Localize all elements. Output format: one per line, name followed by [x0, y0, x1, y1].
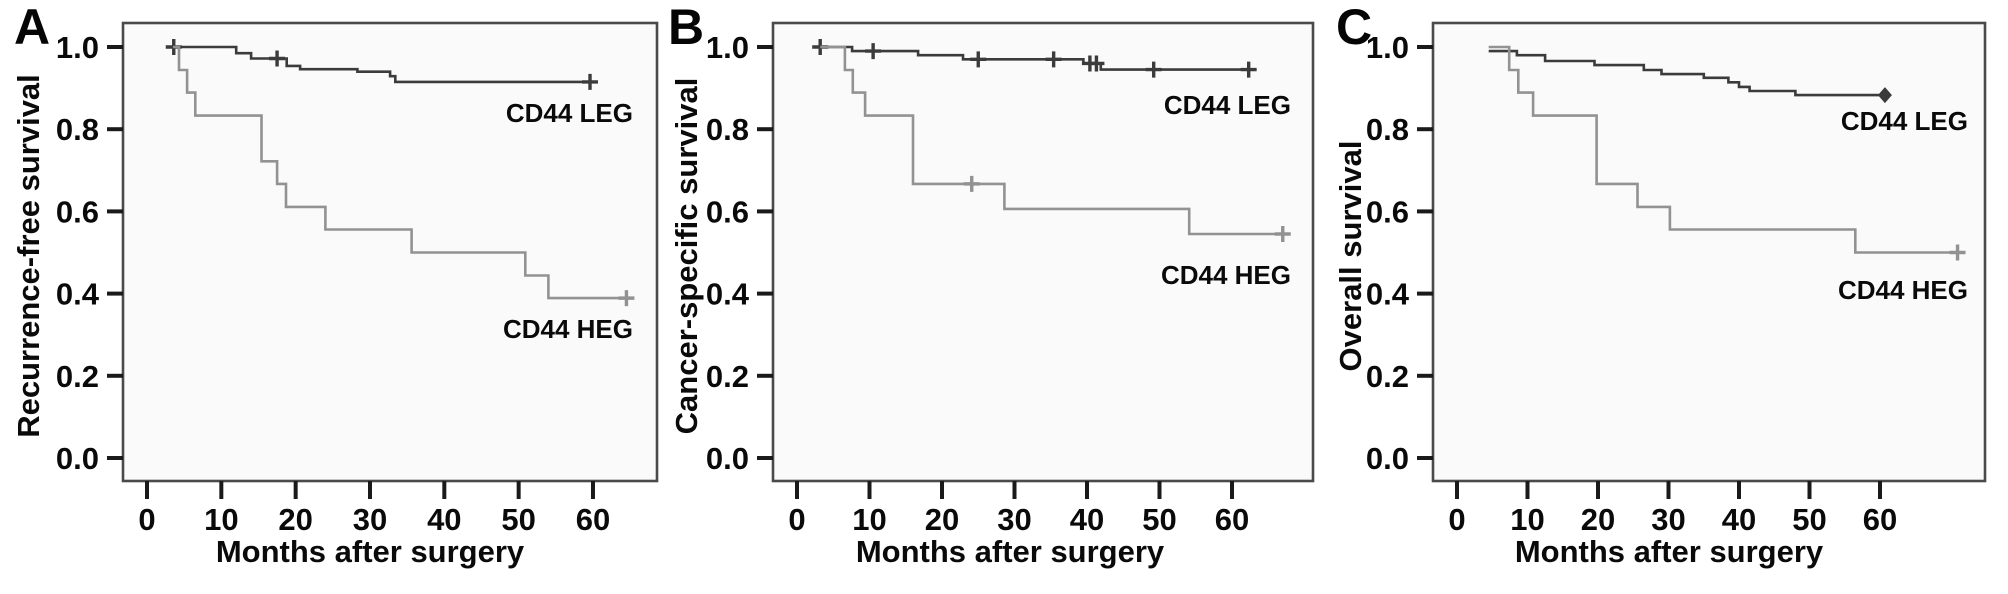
y-tick-label-c: 0.2 [1366, 359, 1409, 394]
km-curve-heg-c [1488, 45, 1958, 254]
y-tick-label-a: 0.4 [56, 277, 100, 312]
x-tick-label-b: 30 [997, 502, 1031, 537]
y-tick-label-a: 0.8 [56, 112, 99, 147]
x-axis-title-a: Months after surgery [215, 534, 525, 569]
censor-plus-b [1274, 226, 1291, 243]
x-tick-label-c: 0 [1448, 502, 1465, 537]
curve-label-heg-c: CD44 HEG [1837, 275, 1968, 305]
curve-label-leg-c: CD44 LEG [1840, 106, 1968, 136]
curve-label-heg-b: CD44 HEG [1160, 260, 1291, 290]
censor-plus-b [963, 175, 980, 192]
x-tick-label-c: 50 [1792, 502, 1826, 537]
censor-plus-b [1145, 61, 1162, 78]
x-tick-label-c: 30 [1651, 502, 1685, 537]
y-axis-title-a: Recurrence-free survival [11, 74, 46, 438]
y-tick-label-b: 1.0 [706, 30, 749, 65]
plot-border-c [1431, 21, 1987, 483]
panel-letter-b: B [668, 0, 705, 55]
censor-plus-a [269, 50, 286, 67]
x-tick-label-a: 10 [204, 502, 238, 537]
x-tick-label-b: 10 [852, 502, 886, 537]
x-tick-label-c: 20 [1581, 502, 1615, 537]
y-tick-label-b: 0.8 [706, 112, 749, 147]
x-axis-title-c: Months after surgery [1514, 534, 1824, 569]
censor-diamond-c [1877, 87, 1892, 104]
y-axis-title-c: Overall survival [1333, 140, 1368, 372]
x-tick-label-a: 50 [501, 502, 535, 537]
curve-label-heg-a: CD44 HEG [502, 314, 633, 344]
y-tick-label-a: 0.2 [56, 359, 99, 394]
y-tick-label-b: 0.6 [706, 194, 749, 229]
x-tick-label-a: 60 [576, 502, 610, 537]
km-curve-heg-b [820, 45, 1283, 236]
y-tick-label-b: 0.2 [706, 359, 749, 394]
x-tick-label-c: 40 [1722, 502, 1756, 537]
plot-area-b [773, 23, 1313, 481]
panel-letter-c: C [1336, 0, 1373, 55]
censor-plus-c [1949, 244, 1966, 261]
y-tick-label-b: 0.0 [706, 441, 749, 476]
km-curve-heg-a [173, 45, 627, 300]
y-tick-label-a: 0.6 [56, 194, 99, 229]
y-tick-label-c: 0.6 [1366, 194, 1409, 229]
curve-label-leg-b: CD44 LEG [1163, 90, 1291, 120]
censor-plus-b [970, 51, 987, 68]
x-tick-label-a: 0 [138, 502, 155, 537]
y-axis-title-b: Cancer-specific survival [669, 77, 704, 435]
x-tick-label-c: 60 [1863, 502, 1897, 537]
y-tick-label-c: 0.4 [1366, 277, 1410, 312]
censor-plus-b [1045, 51, 1062, 68]
km-curve-leg-a [173, 45, 590, 84]
plot-area-a [123, 23, 657, 481]
x-tick-label-a: 20 [278, 502, 312, 537]
y-tick-label-a: 0.0 [56, 441, 99, 476]
y-tick-label-a: 1.0 [56, 30, 99, 65]
plot-border-b [771, 21, 1315, 483]
x-tick-label-b: 60 [1215, 502, 1249, 537]
x-tick-label-b: 0 [788, 502, 805, 537]
censor-plus-b [1240, 61, 1257, 78]
x-tick-label-a: 30 [353, 502, 387, 537]
x-axis-title-b: Months after surgery [855, 534, 1165, 569]
y-tick-label-b: 0.4 [706, 277, 750, 312]
y-tick-label-c: 1.0 [1366, 30, 1409, 65]
y-tick-label-c: 0.8 [1366, 112, 1409, 147]
x-tick-label-c: 10 [1510, 502, 1544, 537]
plot-border-a [121, 21, 659, 483]
censor-plus-b [865, 43, 882, 60]
x-tick-label-b: 40 [1070, 502, 1104, 537]
curve-label-leg-a: CD44 LEG [505, 98, 633, 128]
panel-letter-a: A [14, 0, 51, 55]
x-tick-label-b: 20 [925, 502, 959, 537]
km-curve-leg-c [1488, 49, 1885, 97]
x-tick-label-b: 50 [1142, 502, 1176, 537]
censor-plus-a [582, 73, 599, 90]
censor-plus-a [618, 290, 635, 307]
censor-plus-b [1088, 55, 1105, 72]
y-tick-label-c: 0.0 [1366, 441, 1409, 476]
x-tick-label-a: 40 [427, 502, 461, 537]
